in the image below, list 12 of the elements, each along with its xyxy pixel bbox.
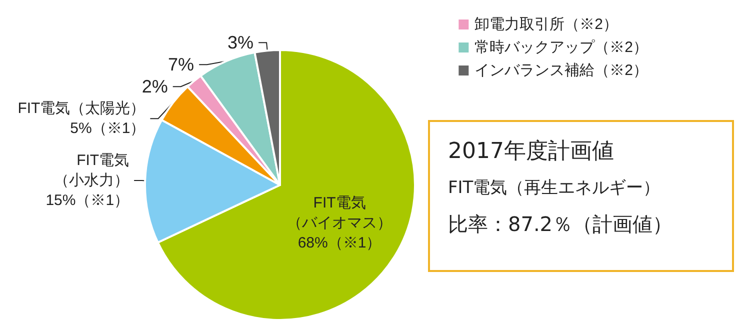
data-label: 3% (228, 32, 254, 53)
text: FIT電気（再生エネルギー） (448, 177, 662, 199)
text: 2017年度計画値 (448, 138, 615, 166)
legend-label: 常時バックアップ（※2） (474, 39, 648, 56)
legend-label: インバランス補給（※2） (474, 62, 648, 79)
data-label: 2% (142, 76, 168, 97)
data-label: FIT電気（小水力）15%（※1） (46, 152, 130, 210)
data-label: FIT電気（バイオマス）68%（※1） (287, 194, 392, 252)
legend-label: 卸電力取引所（※2） (474, 16, 618, 33)
data-label: 7% (168, 54, 194, 75)
data-label: FIT電気（太陽光）5%（※1） (18, 100, 146, 138)
text: 比率：87.2％（計画値） (448, 211, 674, 238)
